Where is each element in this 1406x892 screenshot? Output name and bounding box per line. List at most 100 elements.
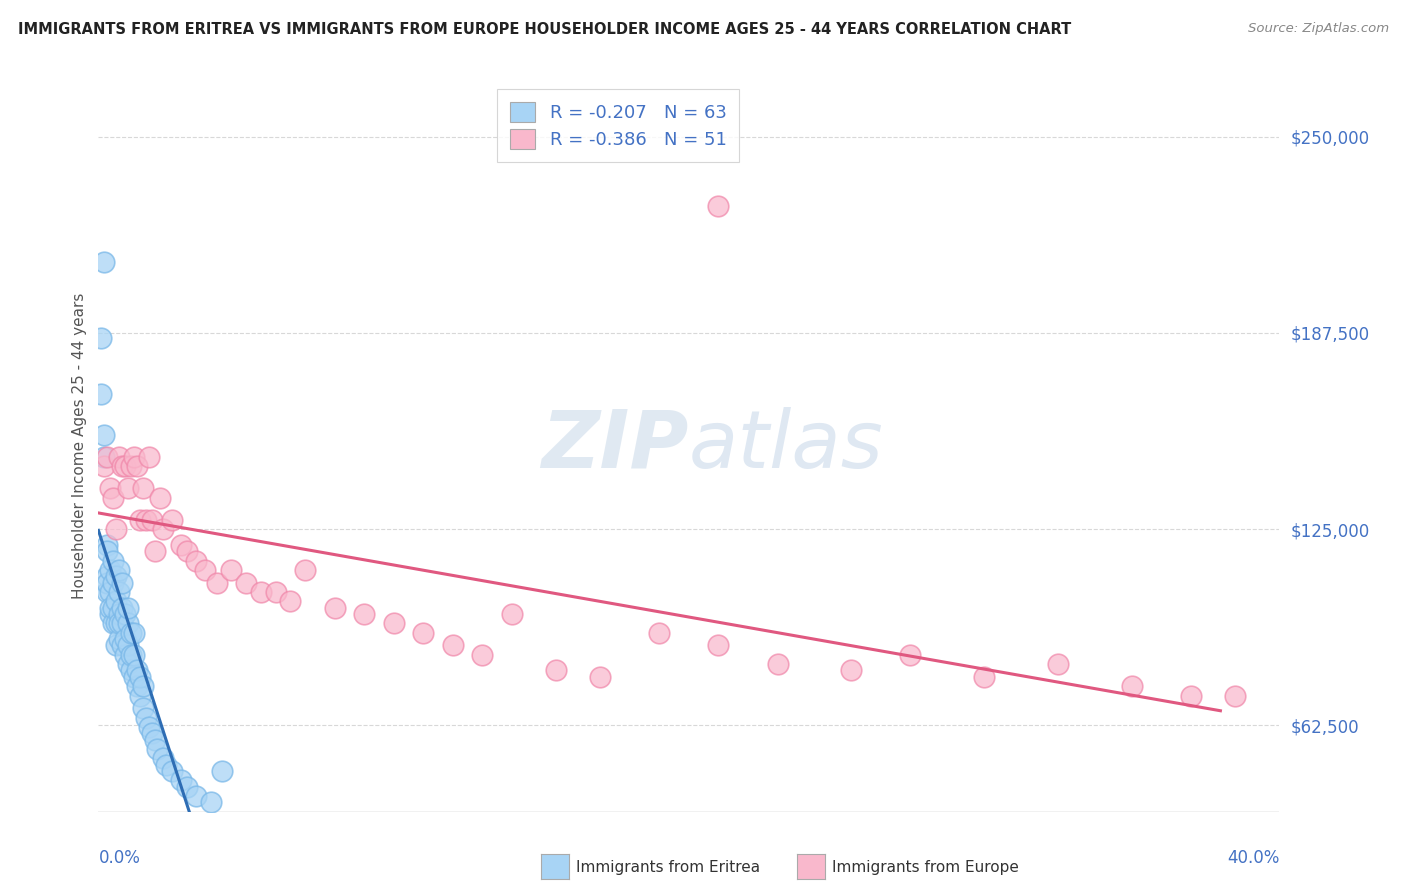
Text: IMMIGRANTS FROM ERITREA VS IMMIGRANTS FROM EUROPE HOUSEHOLDER INCOME AGES 25 - 4: IMMIGRANTS FROM ERITREA VS IMMIGRANTS FR… [18, 22, 1071, 37]
Point [108, 563, 131, 577]
Point [707, 638, 730, 652]
Point [96, 569, 118, 583]
Point [96, 575, 118, 590]
Point [176, 780, 198, 794]
Point [120, 459, 142, 474]
Point [162, 764, 183, 778]
Point [132, 482, 155, 496]
Point [117, 638, 139, 652]
Point [221, 563, 243, 577]
Point [264, 585, 287, 599]
Text: 0.0%: 0.0% [98, 849, 141, 867]
Point [120, 625, 142, 640]
Point [122, 670, 145, 684]
Point [98, 600, 121, 615]
Point [96, 538, 118, 552]
Point [108, 607, 131, 621]
Point [200, 795, 222, 809]
Point [141, 513, 163, 527]
Point [93, 459, 115, 474]
Point [128, 670, 150, 684]
Point [105, 638, 128, 652]
Point [211, 764, 233, 778]
Point [1121, 679, 1143, 693]
Point [132, 679, 155, 693]
Point [114, 632, 136, 646]
Point [382, 616, 405, 631]
Point [111, 638, 134, 652]
Point [105, 594, 128, 608]
Point [103, 575, 125, 590]
Point [766, 657, 789, 672]
Point [141, 726, 163, 740]
Point [96, 585, 118, 599]
Point [98, 607, 121, 621]
Point [280, 594, 302, 608]
Point [205, 575, 228, 590]
Point [105, 569, 128, 583]
Point [135, 513, 157, 527]
Point [1225, 689, 1247, 703]
Point [125, 664, 148, 678]
Point [973, 670, 995, 684]
Point [707, 199, 730, 213]
Point [117, 616, 139, 631]
Point [471, 648, 494, 662]
Point [152, 522, 174, 536]
Point [132, 701, 155, 715]
Point [170, 773, 193, 788]
Point [114, 648, 136, 662]
Point [108, 450, 131, 464]
Point [120, 664, 142, 678]
Point [353, 607, 375, 621]
Point [1180, 689, 1202, 703]
Legend: R = -0.207   N = 63, R = -0.386   N = 51: R = -0.207 N = 63, R = -0.386 N = 51 [498, 89, 740, 161]
Text: 40.0%: 40.0% [1227, 849, 1279, 867]
Point [111, 459, 134, 474]
Point [250, 585, 273, 599]
Point [194, 563, 217, 577]
Point [143, 544, 166, 558]
Point [111, 616, 134, 631]
Text: ZIP: ZIP [541, 407, 689, 485]
Point [128, 689, 150, 703]
Point [841, 664, 863, 678]
Point [98, 585, 121, 599]
Point [294, 563, 316, 577]
Point [105, 616, 128, 631]
Point [111, 575, 134, 590]
Point [125, 679, 148, 693]
Point [93, 450, 115, 464]
Point [103, 553, 125, 567]
Text: Source: ZipAtlas.com: Source: ZipAtlas.com [1249, 22, 1389, 36]
Point [323, 600, 346, 615]
Point [176, 544, 198, 558]
Point [93, 255, 115, 269]
Point [120, 648, 142, 662]
Point [117, 657, 139, 672]
Point [184, 789, 207, 803]
Point [117, 482, 139, 496]
Point [501, 607, 523, 621]
Point [184, 553, 207, 567]
Point [98, 563, 121, 577]
Point [648, 625, 671, 640]
Text: Immigrants from Eritrea: Immigrants from Eritrea [576, 861, 761, 875]
Point [105, 522, 128, 536]
Point [138, 720, 160, 734]
Point [122, 625, 145, 640]
Point [149, 491, 172, 505]
Point [122, 450, 145, 464]
Point [162, 513, 183, 527]
Point [90, 387, 112, 401]
Point [98, 482, 121, 496]
Point [143, 732, 166, 747]
Point [128, 513, 150, 527]
Point [111, 600, 134, 615]
Point [103, 600, 125, 615]
Point [441, 638, 464, 652]
Point [93, 428, 115, 442]
Point [155, 757, 177, 772]
Point [90, 331, 112, 345]
Point [235, 575, 257, 590]
